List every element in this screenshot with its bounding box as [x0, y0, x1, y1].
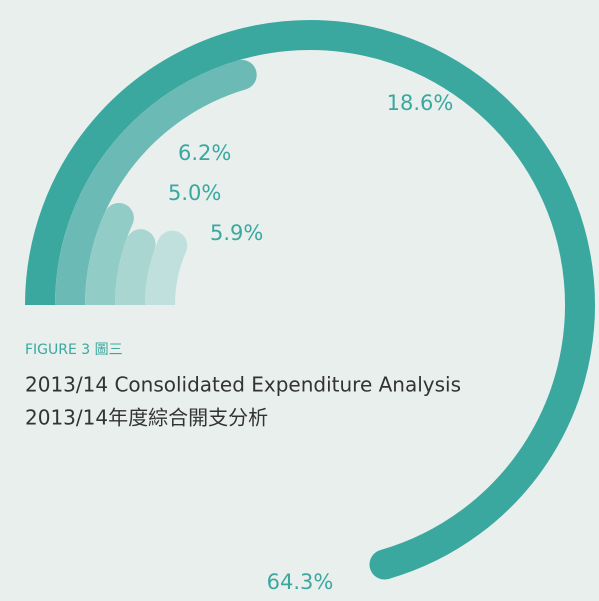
arc-bar [25, 20, 595, 579]
value-label: 64.3% [267, 570, 334, 594]
value-label: 18.6% [387, 91, 454, 115]
arcs [25, 20, 595, 580]
value-label: 5.0% [168, 181, 221, 205]
value-label: 5.9% [210, 221, 263, 245]
arc-cap [125, 229, 156, 260]
chart-subtitle: 2013/14年度綜合開支分析 [25, 406, 268, 430]
value-label: 6.2% [178, 141, 231, 165]
arc-cap [157, 230, 188, 261]
arc-cap [226, 59, 257, 90]
chart-title: 2013/14 Consolidated Expenditure Analysi… [25, 373, 461, 397]
arc-bar [55, 60, 247, 306]
arc-cap [369, 549, 400, 580]
figure-label: FIGURE 3 圖三 [25, 342, 123, 358]
arc-cap [103, 202, 134, 233]
